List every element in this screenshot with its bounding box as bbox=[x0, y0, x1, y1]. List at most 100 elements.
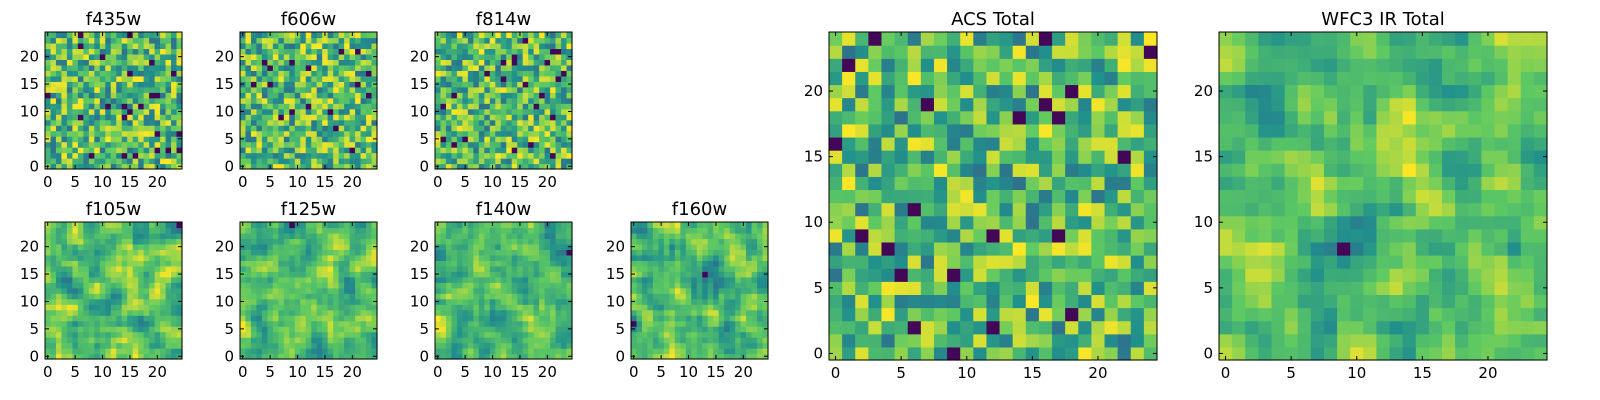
heatmap-cell bbox=[484, 59, 491, 66]
heatmap-cell bbox=[462, 331, 469, 338]
heatmap-cell bbox=[327, 136, 334, 143]
heatmap-cell bbox=[366, 136, 373, 143]
heatmap-cell bbox=[724, 320, 731, 327]
heatmap-cell bbox=[305, 326, 312, 333]
heatmap-cell bbox=[267, 114, 274, 121]
heatmap-cell bbox=[1130, 320, 1145, 335]
heatmap-cell bbox=[506, 163, 513, 170]
heatmap-cell bbox=[327, 119, 334, 126]
heatmap-cell bbox=[261, 293, 268, 300]
heatmap-cell bbox=[539, 130, 546, 137]
heatmap-cell bbox=[305, 353, 312, 360]
heatmap-cell bbox=[933, 202, 948, 217]
heatmap-cell bbox=[116, 337, 123, 344]
heatmap-cell bbox=[110, 125, 117, 132]
heatmap-cell bbox=[462, 119, 469, 126]
heatmap-cell bbox=[72, 59, 79, 66]
heatmap-cell bbox=[528, 222, 535, 229]
heatmap-cell bbox=[539, 136, 546, 143]
heatmap-cell bbox=[544, 141, 551, 148]
heatmap-cell bbox=[685, 254, 692, 261]
heatmap-cell bbox=[294, 293, 301, 300]
heatmap-cell bbox=[894, 150, 909, 164]
heatmap-cell bbox=[143, 293, 150, 300]
heatmap-cell bbox=[555, 276, 562, 283]
heatmap-cell bbox=[729, 232, 736, 240]
heatmap-cell bbox=[165, 342, 172, 349]
heatmap-cell bbox=[713, 243, 720, 250]
heatmap-cell bbox=[132, 232, 139, 240]
heatmap-cell bbox=[267, 136, 274, 143]
heatmap-cell bbox=[143, 59, 150, 66]
heatmap-cell bbox=[83, 32, 90, 39]
heatmap-cell bbox=[283, 238, 290, 245]
heatmap-cell bbox=[544, 64, 551, 71]
heatmap-cell bbox=[176, 249, 183, 256]
heatmap-cell bbox=[478, 136, 485, 143]
heatmap-cell bbox=[445, 265, 453, 272]
heatmap-cell bbox=[740, 304, 747, 311]
heatmap-cell bbox=[88, 32, 95, 39]
heatmap-cell bbox=[366, 152, 373, 159]
heatmap-cell bbox=[435, 315, 442, 322]
heatmap-cell bbox=[366, 326, 373, 333]
heatmap-cell bbox=[250, 287, 258, 294]
heatmap-cell bbox=[533, 152, 540, 159]
heatmap-cell bbox=[566, 114, 573, 121]
heatmap-cell bbox=[669, 232, 676, 240]
heatmap-cell bbox=[127, 260, 134, 267]
heatmap-cell bbox=[960, 202, 974, 217]
heatmap-cell bbox=[511, 249, 518, 256]
heatmap-cell bbox=[478, 147, 485, 154]
heatmap-cell bbox=[116, 276, 123, 283]
heatmap-cell bbox=[61, 53, 68, 60]
heatmap-cell bbox=[154, 70, 161, 77]
heatmap-cell bbox=[517, 320, 524, 327]
heatmap-cell bbox=[127, 249, 134, 256]
heatmap-cell bbox=[680, 222, 687, 229]
heatmap-cell bbox=[305, 125, 312, 132]
heatmap-cell bbox=[289, 260, 296, 267]
heatmap-cell bbox=[83, 48, 90, 55]
heatmap-cell bbox=[751, 238, 758, 245]
heatmap-cell bbox=[663, 287, 670, 294]
heatmap-cell bbox=[116, 238, 123, 245]
heatmap-cell bbox=[1012, 241, 1027, 256]
heatmap-cell bbox=[143, 254, 150, 261]
heatmap-cell bbox=[160, 254, 167, 261]
heatmap-cell bbox=[1091, 307, 1106, 322]
heatmap-cell bbox=[66, 309, 73, 316]
heatmap-cell bbox=[338, 108, 345, 115]
heatmap-cell bbox=[250, 119, 258, 126]
heatmap-cell bbox=[171, 119, 178, 126]
heatmap-cell bbox=[986, 202, 1001, 217]
heatmap-cell bbox=[451, 348, 458, 355]
heatmap-cell bbox=[718, 260, 725, 267]
heatmap-cell bbox=[311, 331, 318, 338]
heatmap-cell bbox=[154, 108, 161, 115]
heatmap-cell bbox=[1143, 307, 1158, 322]
heatmap-cell bbox=[72, 331, 79, 338]
heatmap-cell bbox=[435, 86, 442, 93]
heatmap-cell bbox=[517, 64, 524, 71]
heatmap-cell bbox=[360, 81, 367, 88]
heatmap-cell bbox=[500, 342, 507, 349]
heatmap-cell bbox=[165, 81, 172, 88]
heatmap-cell bbox=[127, 97, 134, 104]
heatmap-cell bbox=[272, 293, 279, 300]
heatmap-cell bbox=[751, 276, 758, 283]
heatmap-cell bbox=[338, 293, 345, 300]
heatmap-cell bbox=[61, 342, 68, 349]
heatmap-cell bbox=[539, 287, 546, 294]
heatmap-cell bbox=[55, 304, 63, 311]
heatmap-cell bbox=[94, 331, 101, 338]
heatmap-cell bbox=[138, 293, 145, 300]
heatmap-cell bbox=[500, 232, 507, 240]
heatmap-cell bbox=[94, 75, 101, 82]
heatmap-cell bbox=[316, 64, 323, 71]
heatmap-cell bbox=[489, 97, 496, 104]
heatmap-cell bbox=[160, 260, 167, 267]
heatmap-cell bbox=[305, 158, 312, 165]
heatmap-cell bbox=[61, 141, 68, 148]
heatmap-cell bbox=[316, 163, 323, 170]
